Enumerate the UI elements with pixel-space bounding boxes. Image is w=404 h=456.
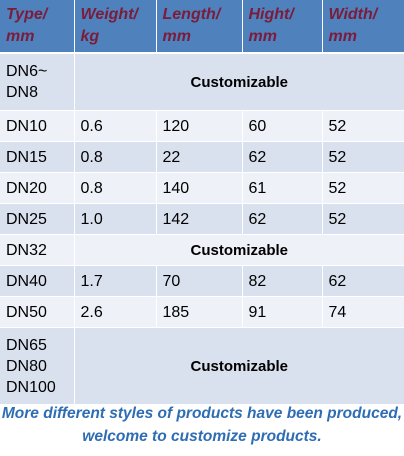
length-cell: 70 (156, 265, 243, 297)
width-cell: 52 (322, 172, 404, 204)
type-cell: DN20 (0, 172, 75, 204)
weight-cell: 0.6 (74, 110, 157, 142)
width-cell: 52 (322, 110, 404, 142)
header-hight: Hight/mm (242, 0, 323, 54)
hight-cell: 62 (242, 203, 323, 235)
type-cell: DN65 DN80 DN100 (0, 327, 75, 405)
footnote-text: More different styles of products have b… (1, 405, 403, 445)
width-cell: 74 (322, 296, 404, 328)
width-cell: 52 (322, 141, 404, 173)
length-cell: 185 (156, 296, 243, 328)
table-row: DN10 0.6 120 60 52 (0, 110, 404, 142)
table-row: DN40 1.7 70 82 62 (0, 265, 404, 297)
table-row: DN32 Customizable (0, 234, 404, 266)
weight-cell: 0.8 (74, 141, 157, 173)
customizable-cell: Customizable (74, 53, 404, 111)
hight-cell: 60 (242, 110, 323, 142)
type-cell: DN10 (0, 110, 75, 142)
weight-cell: 2.6 (74, 296, 157, 328)
header-width: Width/mm (322, 0, 404, 54)
header-row: Type/mm Weight/kg Length/mm Hight/mm Wid… (0, 0, 404, 54)
type-cell: DN6~ DN8 (0, 53, 75, 111)
type-cell: DN40 (0, 265, 75, 297)
weight-cell: 1.7 (74, 265, 157, 297)
header-length: Length/mm (156, 0, 243, 54)
width-cell: 52 (322, 203, 404, 235)
table-row: DN20 0.8 140 61 52 (0, 172, 404, 204)
table-row: DN25 1.0 142 62 52 (0, 203, 404, 235)
customizable-cell: Customizable (74, 234, 404, 266)
hight-cell: 62 (242, 141, 323, 173)
hight-cell: 82 (242, 265, 323, 297)
length-cell: 22 (156, 141, 243, 173)
length-cell: 140 (156, 172, 243, 204)
width-cell: 62 (322, 265, 404, 297)
length-cell: 142 (156, 203, 243, 235)
type-cell: DN32 (0, 234, 75, 266)
table-row: DN6~ DN8 Customizable (0, 53, 404, 111)
length-cell: 120 (156, 110, 243, 142)
table-row: DN65 DN80 DN100 Customizable (0, 327, 404, 405)
specification-table: Type/mm Weight/kg Length/mm Hight/mm Wid… (0, 0, 404, 405)
type-cell: DN25 (0, 203, 75, 235)
weight-cell: 0.8 (74, 172, 157, 204)
header-type: Type/mm (0, 0, 75, 54)
table-row: DN50 2.6 185 91 74 (0, 296, 404, 328)
weight-cell: 1.0 (74, 203, 157, 235)
table-row: DN15 0.8 22 62 52 (0, 141, 404, 173)
customizable-cell: Customizable (74, 327, 404, 405)
header-weight: Weight/kg (74, 0, 157, 54)
hight-cell: 91 (242, 296, 323, 328)
hight-cell: 61 (242, 172, 323, 204)
type-cell: DN50 (0, 296, 75, 328)
type-cell: DN15 (0, 141, 75, 173)
